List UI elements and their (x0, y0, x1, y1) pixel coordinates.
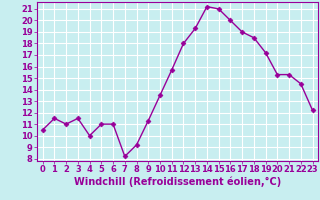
X-axis label: Windchill (Refroidissement éolien,°C): Windchill (Refroidissement éolien,°C) (74, 177, 281, 187)
